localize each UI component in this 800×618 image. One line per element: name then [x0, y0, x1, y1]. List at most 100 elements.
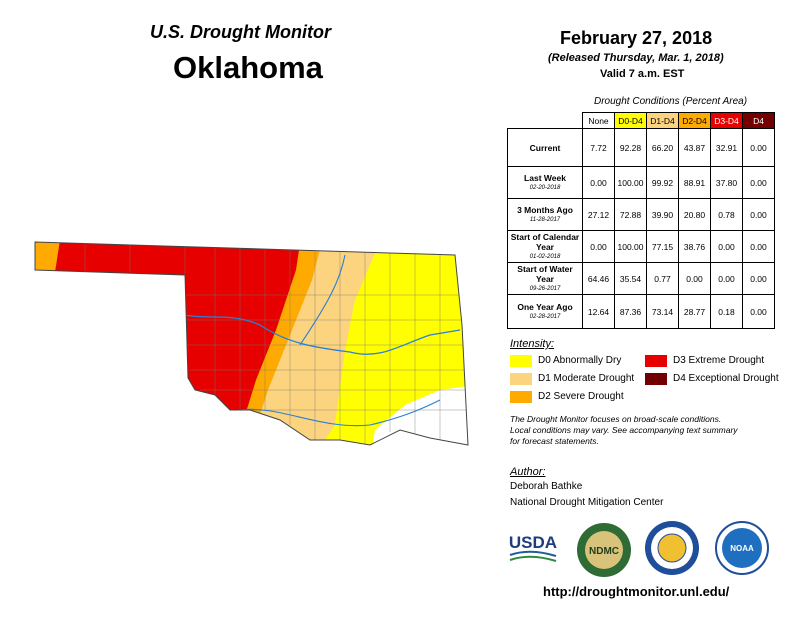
cell-value: 0.77 [646, 262, 679, 295]
row-name: 3 Months Ago [517, 204, 573, 215]
cell-value: 0.00 [742, 230, 775, 263]
table-row: Start of Water Year 09-26-2017 64.46 35.54 0… [507, 262, 775, 295]
row-name: Start of Water Year [517, 263, 573, 284]
row-label: Start of Water Year 09-26-2017 [507, 262, 583, 295]
row-date: 02-28-2017 [529, 313, 561, 320]
cell-value: 0.78 [710, 198, 743, 231]
table-caption: Drought Conditions (Percent Area) [594, 96, 748, 107]
row-label: 3 Months Ago 11-28-2017 [507, 198, 583, 231]
cell-value: 0.00 [742, 128, 775, 167]
column-header: D2-D4 [678, 112, 711, 129]
map-date: February 27, 2018 [560, 28, 713, 48]
cell-value: 0.00 [582, 166, 615, 199]
logos: USDA NDMC NOAA [508, 521, 769, 577]
row-name: Current [529, 142, 561, 153]
note-line: The Drought Monitor focuses on broad-sca… [510, 414, 722, 424]
cell-value: 0.00 [710, 262, 743, 295]
table-row: Current 7.72 92.28 66.20 43.87 32.91 0.00 [507, 128, 775, 167]
cell-value: 87.36 [614, 294, 647, 329]
legend-swatch [645, 373, 667, 385]
table-row: Last Week 02-20-2018 0.00 100.00 99.92 88.91 3… [507, 166, 775, 199]
legend-label: D4 Exceptional Drought [673, 373, 779, 384]
cell-value: 0.00 [742, 198, 775, 231]
cell-value: 72.88 [614, 198, 647, 231]
cell-value: 100.00 [614, 166, 647, 199]
cell-value: 0.00 [710, 230, 743, 263]
ndmc-logo: NDMC [589, 546, 619, 557]
legend-swatch [510, 391, 532, 403]
row-label: Last Week 02-20-2018 [507, 166, 583, 199]
table-row: One Year Ago 02-28-2017 12.64 87.36 73.14 28.… [507, 294, 775, 329]
table-row: Start of Calendar Year 01-02-2018 0.00 100.… [507, 230, 775, 263]
legend-label: D3 Extreme Drought [673, 355, 765, 366]
row-date: 02-20-2018 [529, 184, 561, 191]
column-header: D4 [742, 112, 775, 129]
cell-value: 35.54 [614, 262, 647, 295]
row-date: 01-02-2018 [529, 253, 561, 260]
cell-value: 37.80 [710, 166, 743, 199]
cell-value: 0.18 [710, 294, 743, 329]
row-label: One Year Ago 02-28-2017 [507, 294, 583, 329]
cell-value: 28.77 [678, 294, 711, 329]
release-date: (Released Thursday, Mar. 1, 2018) [548, 52, 724, 64]
corner-cell [508, 113, 583, 129]
legend-label: D0 Abnormally Dry [538, 355, 622, 366]
row-name: Last Week [524, 172, 566, 183]
row-name: Start of Calendar Year [510, 231, 580, 252]
row-date: 09-26-2017 [529, 285, 561, 292]
cell-value: 43.87 [678, 128, 711, 167]
table-row: 3 Months Ago 11-28-2017 27.12 72.88 39.90 20.… [507, 198, 775, 231]
legend-label: D2 Severe Drought [538, 391, 624, 402]
column-header: D0-D4 [614, 112, 647, 129]
row-label: Current [507, 128, 583, 167]
cell-value: 77.15 [646, 230, 679, 263]
cell-value: 27.12 [582, 198, 615, 231]
author-name: Deborah Bathke [510, 481, 583, 492]
column-header: D3-D4 [710, 112, 743, 129]
usda-logo: USDA [509, 533, 557, 552]
legend-label: D1 Moderate Drought [538, 373, 635, 384]
cell-value: 32.91 [710, 128, 743, 167]
cell-value: 0.00 [582, 230, 615, 263]
row-name: One Year Ago [517, 301, 573, 312]
author-heading: Author: [510, 466, 546, 478]
cell-value: 0.00 [742, 262, 775, 295]
cell-value: 39.90 [646, 198, 679, 231]
row-date: 11-28-2017 [529, 216, 561, 223]
cell-value: 7.72 [582, 128, 615, 167]
note-line: Local conditions may vary. See accompany… [510, 425, 738, 435]
note-line: for forecast statements. [510, 436, 599, 446]
cell-value: 0.00 [742, 294, 775, 329]
cell-value: 38.76 [678, 230, 711, 263]
agency-title: U.S. Drought Monitor [150, 22, 331, 42]
cell-value: 66.20 [646, 128, 679, 167]
noaa-logo: NOAA [730, 544, 754, 553]
legend-swatch [510, 373, 532, 385]
column-header: D1-D4 [646, 112, 679, 129]
row-label: Start of Calendar Year 01-02-2018 [507, 230, 583, 263]
cell-value: 99.92 [646, 166, 679, 199]
legend-swatch [510, 355, 532, 367]
cell-value: 64.46 [582, 262, 615, 295]
legend-swatch [645, 355, 667, 367]
state-title: Oklahoma [173, 50, 323, 85]
cell-value: 0.00 [678, 262, 711, 295]
valid-time: Valid 7 a.m. EST [600, 68, 685, 80]
cell-value: 88.91 [678, 166, 711, 199]
state-outline [34, 241, 469, 446]
cell-value: 100.00 [614, 230, 647, 263]
cell-value: 0.00 [742, 166, 775, 199]
cell-value: 20.80 [678, 198, 711, 231]
cell-value: 12.64 [582, 294, 615, 329]
cell-value: 73.14 [646, 294, 679, 329]
author-org: National Drought Mitigation Center [510, 497, 664, 508]
cell-value: 92.28 [614, 128, 647, 167]
url: http://droughtmonitor.unl.edu/ [543, 584, 730, 599]
drought-table: None D0-D4 D1-D4 D2-D4 D3-D4 D4 Current 7.72 92.… [507, 112, 775, 329]
legend-title: Intensity: [510, 338, 555, 350]
column-header: None [582, 112, 615, 129]
oklahoma-map [35, 242, 468, 445]
header-row: None D0-D4 D1-D4 D2-D4 D3-D4 D4 [508, 112, 775, 129]
